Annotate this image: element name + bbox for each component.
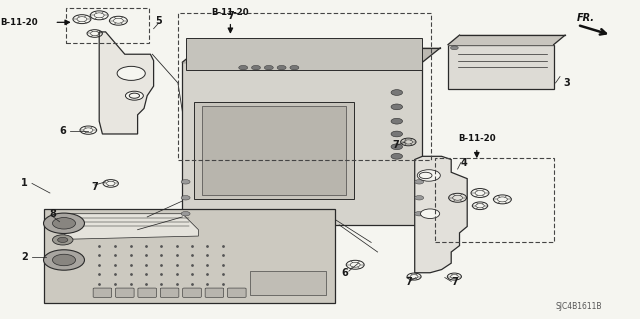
- Polygon shape: [182, 48, 440, 62]
- FancyBboxPatch shape: [182, 62, 422, 225]
- Text: 2: 2: [21, 252, 28, 262]
- Text: B-11-20: B-11-20: [458, 134, 495, 143]
- Polygon shape: [415, 156, 467, 273]
- Circle shape: [264, 65, 273, 70]
- Polygon shape: [448, 35, 565, 45]
- Polygon shape: [99, 32, 154, 134]
- Circle shape: [239, 65, 248, 70]
- Text: 7: 7: [92, 182, 98, 192]
- Circle shape: [419, 172, 432, 179]
- Text: 7: 7: [392, 140, 399, 150]
- Text: B-11-20: B-11-20: [212, 8, 249, 17]
- Circle shape: [52, 218, 76, 229]
- FancyBboxPatch shape: [448, 45, 554, 89]
- Circle shape: [391, 118, 403, 124]
- Circle shape: [181, 211, 190, 216]
- Circle shape: [277, 65, 286, 70]
- Circle shape: [415, 196, 424, 200]
- Circle shape: [391, 131, 403, 137]
- Polygon shape: [64, 214, 198, 239]
- Circle shape: [181, 196, 190, 200]
- Circle shape: [252, 65, 260, 70]
- Text: 4: 4: [461, 158, 468, 168]
- Text: 7: 7: [227, 11, 234, 21]
- Circle shape: [290, 65, 299, 70]
- FancyBboxPatch shape: [93, 288, 111, 297]
- FancyBboxPatch shape: [138, 288, 156, 297]
- Circle shape: [52, 235, 73, 245]
- FancyBboxPatch shape: [183, 288, 201, 297]
- Circle shape: [391, 104, 403, 110]
- Circle shape: [129, 93, 140, 98]
- FancyBboxPatch shape: [115, 288, 134, 297]
- Circle shape: [451, 46, 458, 50]
- Circle shape: [417, 170, 440, 181]
- Text: 7: 7: [451, 277, 458, 287]
- Circle shape: [44, 250, 84, 270]
- FancyBboxPatch shape: [44, 209, 335, 303]
- Text: 5: 5: [156, 16, 162, 26]
- Circle shape: [391, 90, 403, 95]
- Circle shape: [415, 180, 424, 184]
- Text: 3: 3: [563, 78, 570, 88]
- Circle shape: [125, 91, 143, 100]
- Text: 6: 6: [60, 126, 66, 136]
- Text: SJC4B1611B: SJC4B1611B: [555, 302, 602, 311]
- Text: FR.: FR.: [577, 13, 595, 23]
- Text: 8: 8: [49, 209, 56, 219]
- Circle shape: [58, 237, 68, 242]
- Text: 1: 1: [21, 178, 28, 189]
- FancyBboxPatch shape: [186, 38, 422, 70]
- Text: 7: 7: [405, 277, 412, 287]
- FancyBboxPatch shape: [194, 102, 354, 199]
- FancyBboxPatch shape: [202, 106, 346, 195]
- Circle shape: [420, 209, 440, 219]
- Circle shape: [391, 144, 403, 150]
- FancyBboxPatch shape: [205, 288, 224, 297]
- Circle shape: [391, 153, 403, 159]
- FancyBboxPatch shape: [250, 271, 326, 295]
- Circle shape: [181, 180, 190, 184]
- Circle shape: [44, 213, 84, 234]
- Circle shape: [117, 66, 145, 80]
- Circle shape: [415, 211, 424, 216]
- FancyBboxPatch shape: [228, 288, 246, 297]
- FancyBboxPatch shape: [160, 288, 179, 297]
- Text: B-11-20: B-11-20: [1, 18, 38, 27]
- Text: 6: 6: [341, 268, 348, 278]
- Circle shape: [52, 254, 76, 266]
